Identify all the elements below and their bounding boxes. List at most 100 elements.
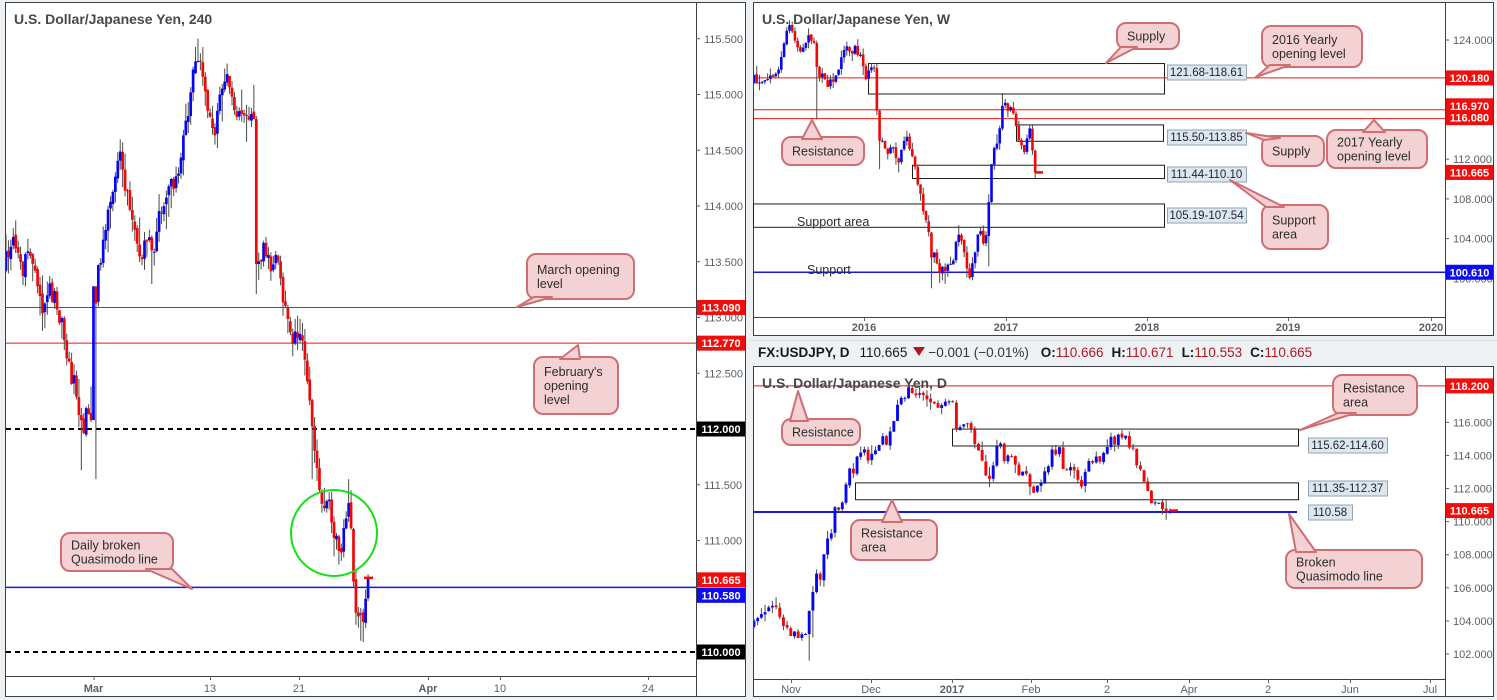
candle-down bbox=[21, 261, 25, 277]
candle-up bbox=[896, 404, 899, 421]
price-label-text-110.665: 110.665 bbox=[1450, 506, 1489, 518]
callout-text: opening bbox=[544, 379, 589, 393]
candle-up bbox=[174, 176, 178, 189]
candle-up bbox=[958, 427, 962, 431]
candle-down bbox=[938, 263, 941, 274]
candle-down bbox=[925, 395, 929, 400]
candle-down bbox=[138, 244, 141, 257]
candle-down bbox=[339, 548, 343, 553]
x-tick-label: 10 bbox=[494, 683, 506, 695]
candle-down bbox=[826, 80, 830, 87]
candle-down bbox=[1020, 140, 1023, 146]
candle-up bbox=[1050, 449, 1054, 467]
panel-usdjpy-240[interactable]: 115.500 115.000 114.500 114.000 113.500 113.0… bbox=[0, 2, 746, 697]
candle-up bbox=[335, 535, 338, 540]
candle-up bbox=[940, 405, 944, 409]
candle-down bbox=[988, 475, 991, 479]
candle-up bbox=[84, 408, 88, 435]
candle-down bbox=[897, 158, 900, 163]
candle-up bbox=[155, 231, 159, 252]
candle-down bbox=[850, 50, 854, 54]
last-price-marker bbox=[364, 576, 373, 580]
status-change: −0.001 (−0.01%) bbox=[928, 345, 1029, 360]
candle-down bbox=[793, 31, 797, 41]
candle-up bbox=[801, 47, 805, 52]
candle-down bbox=[128, 190, 132, 210]
candle-down bbox=[1017, 464, 1021, 476]
candle-down bbox=[815, 43, 819, 67]
candle-up bbox=[177, 173, 180, 176]
candle-down bbox=[982, 230, 985, 244]
candle-down bbox=[936, 403, 940, 408]
candle-up bbox=[167, 186, 171, 196]
price-label-100.610 bbox=[1446, 264, 1493, 280]
candle-up bbox=[1069, 467, 1072, 471]
panel-title-usdjpy-240: U.S. Dollar/Japanese Yen, 240 bbox=[14, 11, 212, 27]
status-ohlc: O:110.666 H:110.671 L:110.553 C:110.665 bbox=[1033, 345, 1313, 360]
candle-down bbox=[320, 490, 324, 504]
candle-up bbox=[194, 61, 197, 74]
candle-up bbox=[271, 264, 275, 271]
candle-down bbox=[281, 277, 285, 303]
candle-up bbox=[979, 231, 982, 235]
zone-range-label-text: 115.62-114.60 bbox=[1311, 440, 1383, 452]
candles bbox=[754, 385, 1172, 661]
candle-down bbox=[1072, 466, 1076, 471]
candle-down bbox=[911, 149, 914, 157]
candle-down bbox=[1138, 465, 1142, 470]
candle-up bbox=[892, 421, 896, 432]
x-tick-label: 2017 bbox=[994, 322, 1018, 334]
candle-down bbox=[150, 237, 154, 251]
y-tick-label: 124.000 bbox=[1453, 35, 1493, 47]
candle-down bbox=[1061, 447, 1065, 470]
callout-text: Quasimodo line bbox=[71, 553, 158, 567]
candle-down bbox=[352, 529, 355, 582]
callout-bubble bbox=[1261, 204, 1329, 250]
candle-up bbox=[196, 60, 200, 62]
candle-down bbox=[211, 118, 214, 129]
candle-down bbox=[252, 111, 256, 120]
candle-down bbox=[259, 260, 263, 262]
candle-down bbox=[67, 358, 71, 362]
candle-up bbox=[949, 263, 952, 265]
candle-up bbox=[899, 397, 903, 405]
candle-up bbox=[1157, 502, 1161, 504]
candle-up bbox=[1001, 105, 1004, 129]
candle-up bbox=[900, 149, 903, 163]
candle-down bbox=[318, 468, 321, 491]
zone-box bbox=[855, 482, 1299, 501]
zone-range-label bbox=[1167, 166, 1247, 183]
candle-down bbox=[1120, 433, 1124, 438]
candle-up bbox=[148, 237, 151, 241]
candle-up bbox=[766, 79, 769, 81]
candle-down bbox=[1010, 456, 1014, 458]
panel-usdjpy-daily[interactable]: 116.000 114.000 112.000 110.000 108.000 106.0… bbox=[753, 366, 1494, 697]
candle-up bbox=[184, 120, 188, 136]
candle-up bbox=[999, 443, 1003, 446]
panel-usdjpy-weekly[interactable]: 124.000112.000108.000104.000100.00020162… bbox=[753, 2, 1494, 336]
candle-down bbox=[94, 286, 98, 304]
candle-up bbox=[104, 229, 107, 241]
candle-down bbox=[790, 24, 794, 32]
price-label-text-110.000: 110.000 bbox=[701, 647, 740, 659]
x-tick-label: 2020 bbox=[1419, 322, 1443, 334]
callout-text: 2017 Yearly bbox=[1337, 136, 1403, 150]
zone-range-label bbox=[1167, 129, 1247, 146]
candle-up bbox=[216, 110, 219, 134]
candle-down bbox=[1164, 508, 1168, 513]
candle-up bbox=[873, 450, 877, 455]
candle-down bbox=[866, 449, 870, 461]
candle-down bbox=[837, 507, 841, 510]
candle-down bbox=[755, 74, 759, 84]
candle-up bbox=[881, 140, 884, 142]
candle-down bbox=[1142, 470, 1146, 482]
callout-tail bbox=[881, 499, 903, 523]
candle-up bbox=[1043, 471, 1047, 483]
candle-up bbox=[274, 254, 278, 264]
candle-up bbox=[262, 242, 265, 262]
callout-text: Broken bbox=[1296, 556, 1336, 570]
price-label-text-120.180: 120.180 bbox=[1450, 73, 1490, 85]
candle-up bbox=[60, 317, 64, 323]
candles bbox=[754, 20, 1037, 289]
